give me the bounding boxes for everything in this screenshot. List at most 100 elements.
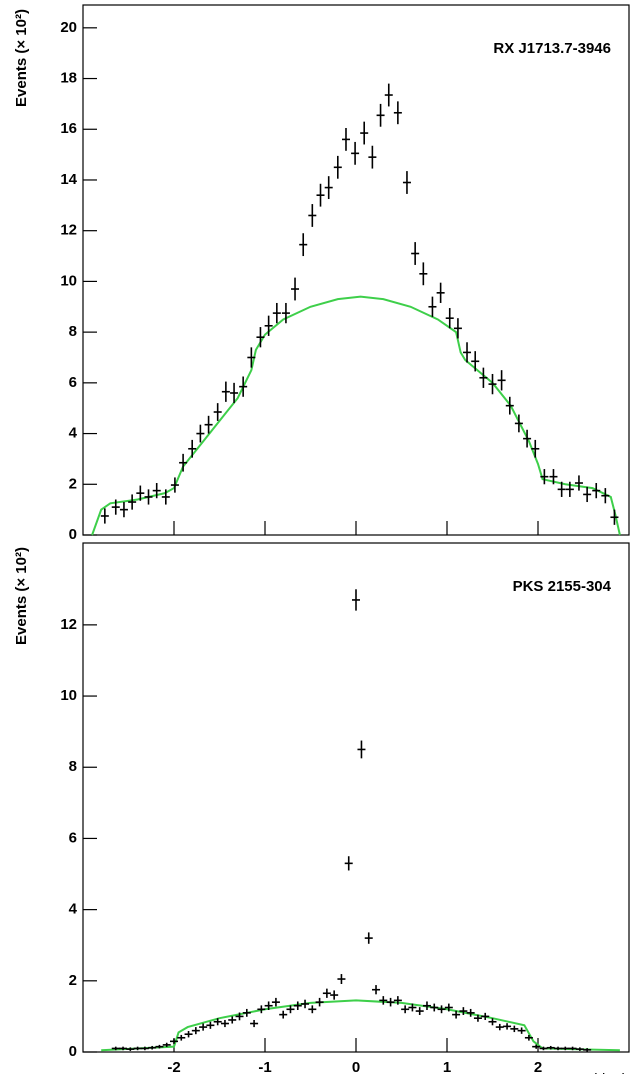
data-point <box>364 932 373 944</box>
y-tick-label: 4 <box>69 901 78 918</box>
data-point <box>517 1027 526 1034</box>
x-tick-label: -2 <box>167 1059 180 1074</box>
data-point <box>554 1046 563 1051</box>
data-point <box>322 988 331 998</box>
data-point <box>601 488 610 504</box>
data-point <box>337 974 346 985</box>
y-tick-label: 18 <box>60 70 77 87</box>
data-point <box>610 509 619 525</box>
data-point <box>126 1047 135 1051</box>
data-point <box>430 1003 439 1012</box>
data-point <box>531 439 540 458</box>
data-point <box>574 475 583 491</box>
y-tick-label: 6 <box>69 374 77 391</box>
data-point <box>549 469 558 485</box>
data-point <box>444 1003 453 1012</box>
data-point <box>333 155 342 179</box>
data-point <box>228 1016 237 1024</box>
annotation: RX J1713.7-3946 <box>493 40 611 57</box>
data-point <box>415 1007 424 1015</box>
data-point <box>119 1046 128 1051</box>
data-point <box>360 121 369 145</box>
data-point <box>239 376 248 397</box>
data-point <box>557 481 566 497</box>
data-point <box>481 1012 490 1020</box>
y-tick-label: 8 <box>69 323 77 340</box>
data-point <box>100 508 109 524</box>
data-point <box>459 1007 468 1015</box>
data-point <box>206 1021 215 1029</box>
y-tick-label: 2 <box>69 972 77 989</box>
data-point <box>271 997 280 1007</box>
data-point <box>213 403 222 421</box>
y-tick-label: 12 <box>60 616 77 633</box>
data-point <box>136 485 145 501</box>
data-point <box>179 453 188 472</box>
data-point <box>524 1034 533 1041</box>
data-point <box>308 1005 317 1014</box>
y-tick-label: 10 <box>60 272 77 289</box>
data-point <box>393 996 402 1005</box>
data-point <box>568 1046 577 1051</box>
data-point <box>523 429 532 448</box>
data-point <box>488 1018 497 1026</box>
data-point <box>220 1019 229 1028</box>
data-point <box>111 499 120 515</box>
data-point <box>264 1001 273 1010</box>
data-point <box>188 439 197 458</box>
data-point <box>196 424 205 443</box>
data-point <box>532 1044 541 1049</box>
data-point <box>155 1044 164 1049</box>
y-tick-label: 20 <box>60 19 77 36</box>
data-point <box>199 1023 208 1031</box>
data-point <box>583 1048 592 1052</box>
data-point <box>379 996 388 1005</box>
data-point <box>495 1023 504 1031</box>
data-point <box>308 204 317 227</box>
data-point <box>133 1046 142 1051</box>
y-tick-label: 0 <box>69 526 77 543</box>
data-point <box>428 296 437 317</box>
data-point <box>592 483 601 499</box>
data-point <box>393 101 402 125</box>
data-point <box>221 381 230 402</box>
data-point <box>473 1014 482 1022</box>
data-point <box>452 1010 461 1019</box>
data-point <box>575 1047 584 1051</box>
data-point <box>372 985 381 995</box>
data-point <box>119 502 128 518</box>
y-tick-label: 16 <box>60 120 77 137</box>
y-tick-label: 8 <box>69 758 77 775</box>
data-point <box>291 277 300 301</box>
data-point <box>161 489 170 505</box>
data-point <box>411 242 420 265</box>
data-point <box>583 486 592 503</box>
data-point <box>170 1038 178 1044</box>
data-point <box>144 489 153 505</box>
data-point <box>242 1008 251 1017</box>
data-point <box>376 103 385 127</box>
data-point <box>235 1012 244 1021</box>
data-point <box>148 1045 157 1050</box>
data-point <box>170 477 179 493</box>
data-point <box>293 1001 302 1010</box>
data-point <box>111 1046 120 1051</box>
y-tick-label: 14 <box>60 171 77 188</box>
data-point <box>128 494 137 510</box>
data-point <box>286 1005 295 1014</box>
data-point <box>510 1025 519 1033</box>
data-point <box>471 351 480 372</box>
data-point <box>264 315 273 336</box>
data-point <box>408 1003 417 1012</box>
data-point <box>565 481 574 497</box>
data-point <box>299 233 308 257</box>
y-tick-label: 12 <box>60 222 77 239</box>
data-point <box>191 1027 200 1035</box>
plot-frame <box>82 4 630 536</box>
y-tick-label: 0 <box>69 1043 77 1060</box>
data-point <box>213 1018 222 1026</box>
annotation: PKS 2155-304 <box>513 578 612 595</box>
data-point <box>184 1030 193 1038</box>
data-point <box>546 1045 555 1050</box>
